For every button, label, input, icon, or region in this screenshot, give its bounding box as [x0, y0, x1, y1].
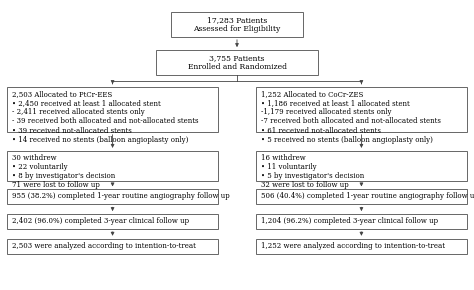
Bar	[7, 239, 218, 254]
Bar	[256, 189, 467, 204]
Text: 1,252 were analyzed according to intention-to-treat: 1,252 were analyzed according to intenti…	[261, 242, 445, 250]
Bar	[7, 151, 218, 181]
Bar	[156, 50, 318, 75]
Text: 17,283 Patients
Assessed for Eligibility: 17,283 Patients Assessed for Eligibility	[193, 16, 281, 33]
Bar	[256, 87, 467, 132]
Bar	[171, 12, 303, 37]
Text: 1,204 (96.2%) completed 3-year clinical follow up: 1,204 (96.2%) completed 3-year clinical …	[261, 217, 438, 225]
Text: 3,755 Patients
Enrolled and Randomized: 3,755 Patients Enrolled and Randomized	[188, 54, 286, 71]
Text: 2,402 (96.0%) completed 3-year clinical follow up: 2,402 (96.0%) completed 3-year clinical …	[12, 217, 189, 225]
Text: 1,252 Allocated to CoCr-ZES
• 1,186 received at least 1 allocated stent
-1,179 r: 1,252 Allocated to CoCr-ZES • 1,186 rece…	[261, 90, 440, 144]
Bar	[256, 239, 467, 254]
Text: 955 (38.2%) completed 1-year routine angiography follow up: 955 (38.2%) completed 1-year routine ang…	[12, 192, 229, 200]
Text: 16 withdrew
• 11 voluntarily
• 5 by investigator's decision
32 were lost to foll: 16 withdrew • 11 voluntarily • 5 by inve…	[261, 154, 364, 189]
Text: 30 withdrew
• 22 voluntarily
• 8 by investigator's decision
71 were lost to foll: 30 withdrew • 22 voluntarily • 8 by inve…	[12, 154, 115, 189]
Text: 2,503 Allocated to PtCr-EES
• 2,450 received at least 1 allocated stent
- 2,411 : 2,503 Allocated to PtCr-EES • 2,450 rece…	[12, 90, 198, 144]
Text: 506 (40.4%) completed 1-year routine angiography follow up: 506 (40.4%) completed 1-year routine ang…	[261, 192, 474, 200]
Bar	[7, 87, 218, 132]
Bar	[7, 214, 218, 229]
Bar	[7, 189, 218, 204]
Bar	[256, 151, 467, 181]
Text: 2,503 were analyzed according to intention-to-treat: 2,503 were analyzed according to intenti…	[12, 242, 196, 250]
Bar	[256, 214, 467, 229]
